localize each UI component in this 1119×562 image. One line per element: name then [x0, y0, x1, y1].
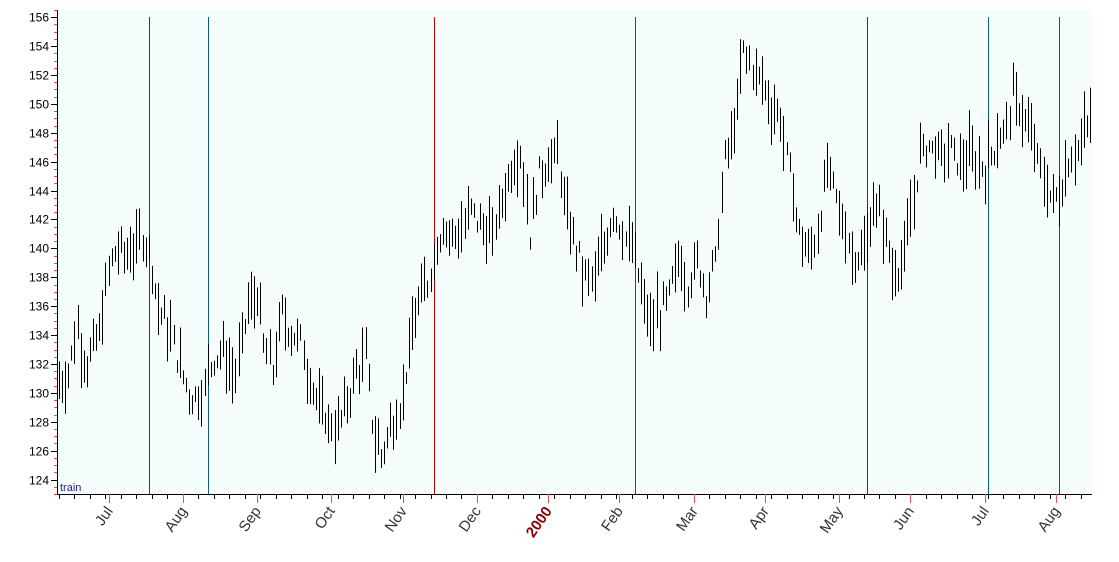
- y-tick-label: 154: [29, 40, 49, 54]
- ohlc-bars: [59, 39, 1091, 473]
- y-tick-label: 150: [29, 98, 49, 112]
- y-tick-label: 124: [29, 474, 49, 488]
- y-tick-label: 142: [29, 213, 49, 227]
- x-month-label: Jul: [968, 504, 993, 529]
- x-month-label: Mar: [673, 504, 702, 535]
- y-tick-label: 156: [29, 11, 49, 25]
- y-tick-label: 140: [29, 242, 49, 256]
- x-month-label: Aug: [1035, 504, 1064, 536]
- x-month-label: Aug: [162, 504, 191, 536]
- y-axis: 124 126 128 130 132 134 136 138 140 142 144 146 148 1…: [29, 10, 58, 495]
- x-year-label: 2000: [523, 504, 556, 541]
- y-tick-label: 136: [29, 300, 49, 314]
- x-month-label: Dec: [456, 503, 486, 535]
- y-tick-label: 130: [29, 387, 49, 401]
- y-tick-label: 134: [29, 329, 49, 343]
- y-tick-label: 148: [29, 127, 49, 141]
- y-tick-label: 152: [29, 69, 49, 83]
- x-month-label: Oct: [311, 503, 339, 533]
- x-month-label: Jun: [890, 504, 918, 534]
- y-tick-label: 132: [29, 358, 49, 372]
- y-tick-label: 144: [29, 185, 49, 199]
- x-axis: Jul Aug Sep Oct Nov Dec 2000 Feb Mar Apr May Jun Jul…: [57, 494, 1092, 541]
- x-month-label: Jul: [92, 504, 117, 529]
- y-tick-label: 138: [29, 271, 49, 285]
- y-tick-label: 128: [29, 416, 49, 430]
- plot-background: [57, 10, 1092, 494]
- x-month-label: May: [817, 503, 847, 536]
- y-tick-label: 146: [29, 156, 49, 170]
- x-month-label: Sep: [236, 504, 265, 536]
- y-tick-label: 126: [29, 445, 49, 459]
- x-month-label: Nov: [382, 503, 412, 535]
- x-month-label: Apr: [745, 504, 772, 533]
- corner-label: train: [60, 482, 81, 494]
- x-month-label: Feb: [598, 504, 627, 535]
